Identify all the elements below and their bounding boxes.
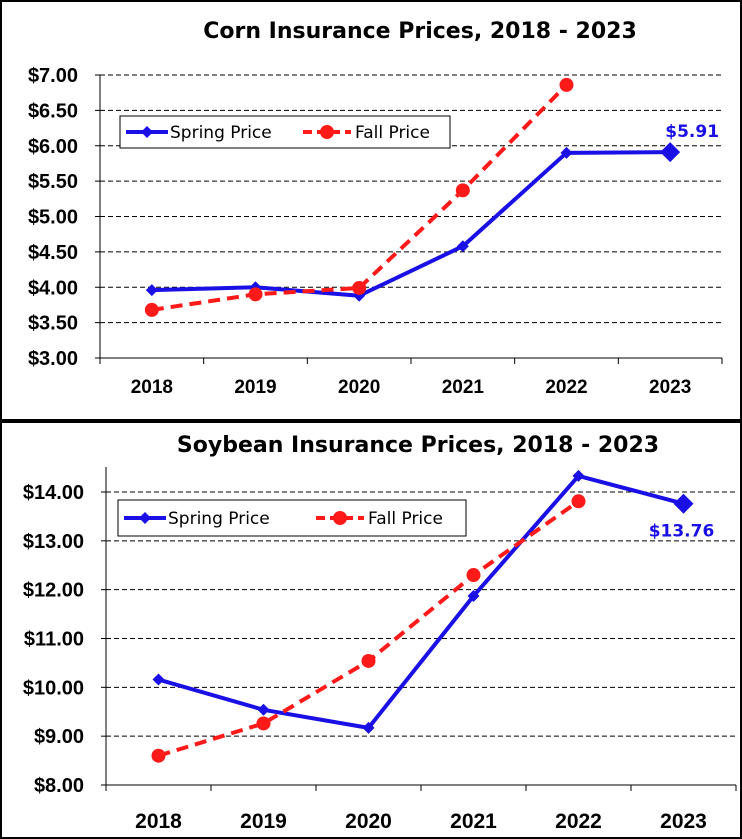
data-label: $13.76	[649, 522, 715, 542]
legend-label-fall: Fall Price	[368, 509, 443, 529]
legend-marker-fall	[333, 511, 347, 525]
y-tick-label: $6.00	[28, 136, 78, 158]
y-tick-label: $7.00	[28, 65, 78, 87]
series-line-spring	[151, 150, 671, 298]
x-tick-label: 2021	[450, 810, 497, 833]
spring-price-point	[467, 590, 480, 603]
x-tick-label: 2023	[660, 810, 707, 833]
x-tick-label: 2018	[131, 377, 173, 398]
x-tick-label: 2019	[240, 810, 287, 833]
y-tick-label: $8.00	[34, 775, 84, 797]
series-line-spring	[157, 473, 685, 730]
x-tick-label: 2019	[234, 377, 276, 398]
fall-price-point	[248, 287, 263, 302]
panel-frame-corn	[0, 0, 742, 421]
legend: Spring Price Fall Price	[117, 499, 467, 537]
panel-frame-soybean	[0, 421, 742, 839]
y-tick-label: $6.50	[28, 100, 78, 122]
spring-price-point	[257, 703, 270, 716]
y-tick-label: $11.00	[24, 629, 84, 651]
soybean-chart: Soybean Insurance Prices, 2018 - 2023 $8.…	[23, 433, 737, 833]
spring-price-point	[660, 142, 681, 163]
fall-price-point	[151, 748, 166, 763]
fall-price-point	[361, 653, 376, 668]
legend-label-spring: Spring Price	[168, 509, 270, 529]
fall-price-point	[144, 302, 159, 317]
fall-price-point	[466, 568, 481, 583]
fall-price-point	[571, 494, 586, 509]
y-tick-label: $3.00	[28, 348, 78, 370]
y-tick-label: $10.00	[23, 677, 84, 699]
fall-price-point	[455, 183, 470, 198]
legend-marker-fall	[320, 125, 334, 139]
legend-marker-spring	[141, 126, 153, 138]
x-tick-label: 2023	[649, 377, 691, 398]
y-tick-label: $5.00	[28, 207, 78, 229]
fall-price-point	[352, 280, 367, 295]
spring-price-point	[362, 721, 375, 734]
y-tick-label: $4.00	[28, 277, 78, 299]
legend-marker-spring	[139, 512, 151, 524]
legend-box	[117, 499, 467, 537]
x-tick-label: 2022	[555, 810, 602, 833]
data-label: $5.91	[665, 122, 719, 142]
spring-price-point	[572, 469, 585, 482]
series-line-fall	[151, 83, 568, 312]
fall-price-point	[559, 77, 574, 92]
legend-box	[119, 115, 451, 149]
x-tick-label: 2018	[135, 810, 182, 833]
y-tick-label: $14.00	[23, 482, 84, 504]
corn-chart: Corn Insurance Prices, 2018 - 2023 $3.00 $…	[28, 19, 723, 398]
x-tick-label: 2020	[338, 377, 380, 398]
legend-label-fall: Fall Price	[355, 123, 430, 143]
legend: Spring Price Fall Price	[119, 115, 451, 149]
spring-price-point	[145, 284, 158, 297]
x-tick-label: 2020	[345, 810, 392, 833]
x-tick-label: 2022	[545, 377, 587, 398]
chart-title: Corn Insurance Prices, 2018 - 2023	[203, 19, 637, 44]
legend-label-spring: Spring Price	[170, 123, 272, 143]
fall-price-point	[256, 716, 271, 731]
y-tick-label: $13.00	[23, 531, 84, 553]
y-tick-label: $12.00	[23, 580, 84, 602]
spring-price-point	[560, 146, 573, 159]
y-tick-label: $3.50	[28, 313, 78, 335]
chart-title: Soybean Insurance Prices, 2018 - 2023	[177, 433, 659, 458]
y-tick-label: $9.00	[34, 726, 84, 748]
spring-price-point	[456, 240, 469, 253]
y-tick-label: $4.50	[28, 242, 78, 264]
spring-price-point	[673, 493, 694, 514]
y-tick-label: $5.50	[28, 171, 78, 193]
x-tick-label: 2021	[442, 377, 485, 398]
spring-price-point	[152, 673, 165, 686]
